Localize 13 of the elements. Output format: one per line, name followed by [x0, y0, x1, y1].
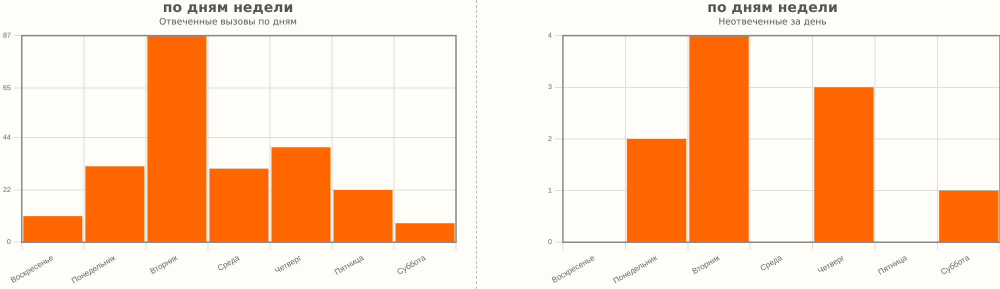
- bar: [814, 87, 874, 242]
- bar: [23, 216, 82, 242]
- bar: [333, 190, 392, 242]
- bar: [209, 168, 268, 242]
- bar: [626, 138, 686, 242]
- bar: [396, 223, 454, 242]
- chart-subtitle: Неотвеченные за день: [718, 18, 827, 28]
- chart-title: по дням недели: [162, 0, 294, 16]
- bar: [271, 147, 330, 242]
- bar: [85, 166, 144, 242]
- bar: [939, 190, 998, 242]
- chart-title: по дням недели: [707, 0, 838, 16]
- chart-subtitle: Отвеченные вызовы по дням: [159, 18, 297, 28]
